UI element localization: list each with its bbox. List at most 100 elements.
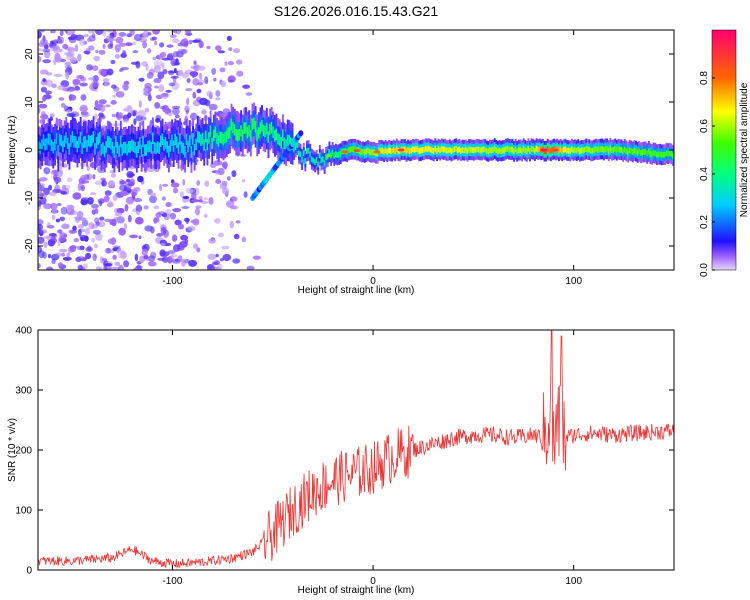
spectrogram-ridge-cell xyxy=(620,146,623,153)
spectrogram-noise-cell xyxy=(245,92,253,96)
spectrogram-ridge-cell xyxy=(595,146,597,153)
spectrogram-ridge-cell xyxy=(158,142,161,154)
spectrogram-ridge-cell xyxy=(509,146,512,153)
spectrogram-noise-cell xyxy=(174,114,180,119)
spectrogram-ridge-cell xyxy=(442,146,445,153)
spectrogram-ridge-cell xyxy=(511,146,514,153)
spectrogram-noise-cell xyxy=(133,118,137,126)
spectrogram-ridge-cell xyxy=(426,146,429,152)
spectrogram-noise-cell xyxy=(110,173,117,178)
spectrogram-ridge-cell xyxy=(123,141,125,154)
spectrogram-ridge-cell xyxy=(302,150,305,157)
spectrogram-noise-cell xyxy=(241,236,246,243)
spectrogram-noise-cell xyxy=(42,114,49,120)
spectrogram-noise-cell xyxy=(194,187,200,196)
spectrogram-noise-cell xyxy=(42,59,51,64)
spectrogram-ridge-cell xyxy=(152,132,154,144)
x-tick-label: 100 xyxy=(565,276,582,287)
spectrogram-ridge-cell xyxy=(444,146,446,153)
spectrogram-ridge-cell xyxy=(135,146,138,158)
spectrogram-ridge-cell xyxy=(599,146,602,152)
spectrogram-ridge-cell xyxy=(62,140,64,153)
spectrogram-hotspot xyxy=(373,150,381,154)
spectrogram-ridge-cell xyxy=(463,147,466,154)
spectrogram-noise-cell xyxy=(49,113,55,118)
spectrogram-ridge-cell xyxy=(229,126,231,139)
spectrogram-noise-cell xyxy=(165,201,172,208)
spectrogram-noise-cell xyxy=(195,205,202,209)
spectrogram-noise-cell xyxy=(110,59,116,65)
spectrogram-ridge-cell xyxy=(415,146,418,152)
spectrogram-noise-cell xyxy=(191,39,201,43)
spectrogram-noise-cell xyxy=(142,40,148,49)
spectrogram-noise-cell xyxy=(38,248,41,252)
spectrogram-noise-cell xyxy=(80,77,87,82)
spectrogram-ridge-cell xyxy=(524,147,527,154)
spectrogram-noise-cell xyxy=(157,71,165,80)
spectrogram-noise-cell xyxy=(95,233,103,241)
spectrogram-ridge-cell xyxy=(578,148,581,155)
spectrogram-noise-cell xyxy=(226,176,231,181)
spectrogram-noise-cell xyxy=(39,69,49,75)
spectrogram-noise-cell xyxy=(184,239,189,244)
spectrogram-ridge-cell xyxy=(168,145,170,158)
spectrogram-noise-cell xyxy=(58,248,68,253)
spectrogram-noise-cell xyxy=(107,238,117,245)
spectrogram-ridge-cell xyxy=(103,145,106,158)
spectrogram-noise-cell xyxy=(252,255,261,260)
spectrogram-ridge-cell xyxy=(188,135,191,147)
spectrogram-noise-cell xyxy=(46,224,55,229)
spectrogram-noise-cell xyxy=(198,72,203,80)
spectrogram-noise-cell xyxy=(182,179,186,186)
spectrogram-ridge-cell xyxy=(213,129,215,142)
spectrogram-ridge-cell xyxy=(447,147,450,154)
spectrogram-noise-cell xyxy=(57,229,63,234)
spectrogram-noise-cell xyxy=(38,263,41,268)
spectrogram-noise-cell xyxy=(75,257,82,262)
spectrogram-noise-cell xyxy=(43,187,50,196)
spectrogram-ridge-cell xyxy=(574,146,576,153)
spectrogram-noise-cell xyxy=(79,104,88,113)
spectrogram-noise-cell xyxy=(83,33,89,38)
spectrogram-ridge-cell xyxy=(179,133,182,145)
spectrogram-noise-cell xyxy=(162,183,169,187)
spectrogram-ridge-cell xyxy=(184,146,186,158)
spectrogram-ridge-cell xyxy=(582,147,584,154)
spectrogram-noise-cell xyxy=(61,102,66,108)
spectrogram-ridge-cell xyxy=(639,150,642,156)
spectrogram-noise-cell xyxy=(109,40,114,48)
spectrogram-noise-cell xyxy=(117,248,122,252)
spectrogram-ridge-cell xyxy=(221,132,223,144)
spectrogram-ridge-cell xyxy=(561,147,564,154)
spectrogram-noise-cell xyxy=(60,58,66,63)
spectrogram-noise-cell xyxy=(217,232,224,238)
spectrogram-noise-cell xyxy=(185,30,191,35)
spectrogram-noise-cell xyxy=(229,220,234,229)
spectrogram-hotspot xyxy=(325,154,333,158)
spectrogram-ridge-cell xyxy=(371,149,374,156)
spectrogram-noise-cell xyxy=(114,261,121,266)
spectrogram-ridge-cell xyxy=(490,147,493,154)
spectrogram-ridge-cell xyxy=(241,129,244,141)
spectrogram-noise-cell xyxy=(112,94,116,98)
figure-title: S126.2026.016.15.43.G21 xyxy=(274,3,438,19)
spectrogram-ridge-cell xyxy=(436,147,438,154)
spectrogram-noise-cell xyxy=(115,91,125,98)
spectrogram-ridge-cell xyxy=(97,133,100,145)
spectrogram-ridge-cell xyxy=(424,145,427,152)
spectrogram-noise-cell xyxy=(139,255,145,263)
spectrogram-ridge-cell xyxy=(521,148,523,154)
spectrogram-ridge-cell xyxy=(360,149,363,155)
spectrogram-ridge-cell xyxy=(322,156,324,163)
spectrogram-ridge-cell xyxy=(631,149,634,155)
spectrogram-noise-cell xyxy=(148,261,157,267)
spectrogram-ridge-cell xyxy=(614,145,617,152)
spectrogram-ridge-cell xyxy=(180,141,183,153)
spectrogram-noise-cell xyxy=(229,196,238,202)
spectrogram-ridge-cell xyxy=(334,151,337,158)
spectrogram-ridge-cell xyxy=(630,148,633,154)
spectrogram-ridge-cell xyxy=(124,141,127,154)
spectrogram-noise-cell xyxy=(91,237,95,243)
spectrogram-ridge-cell xyxy=(386,148,389,155)
y-tick-label: 400 xyxy=(15,326,32,337)
